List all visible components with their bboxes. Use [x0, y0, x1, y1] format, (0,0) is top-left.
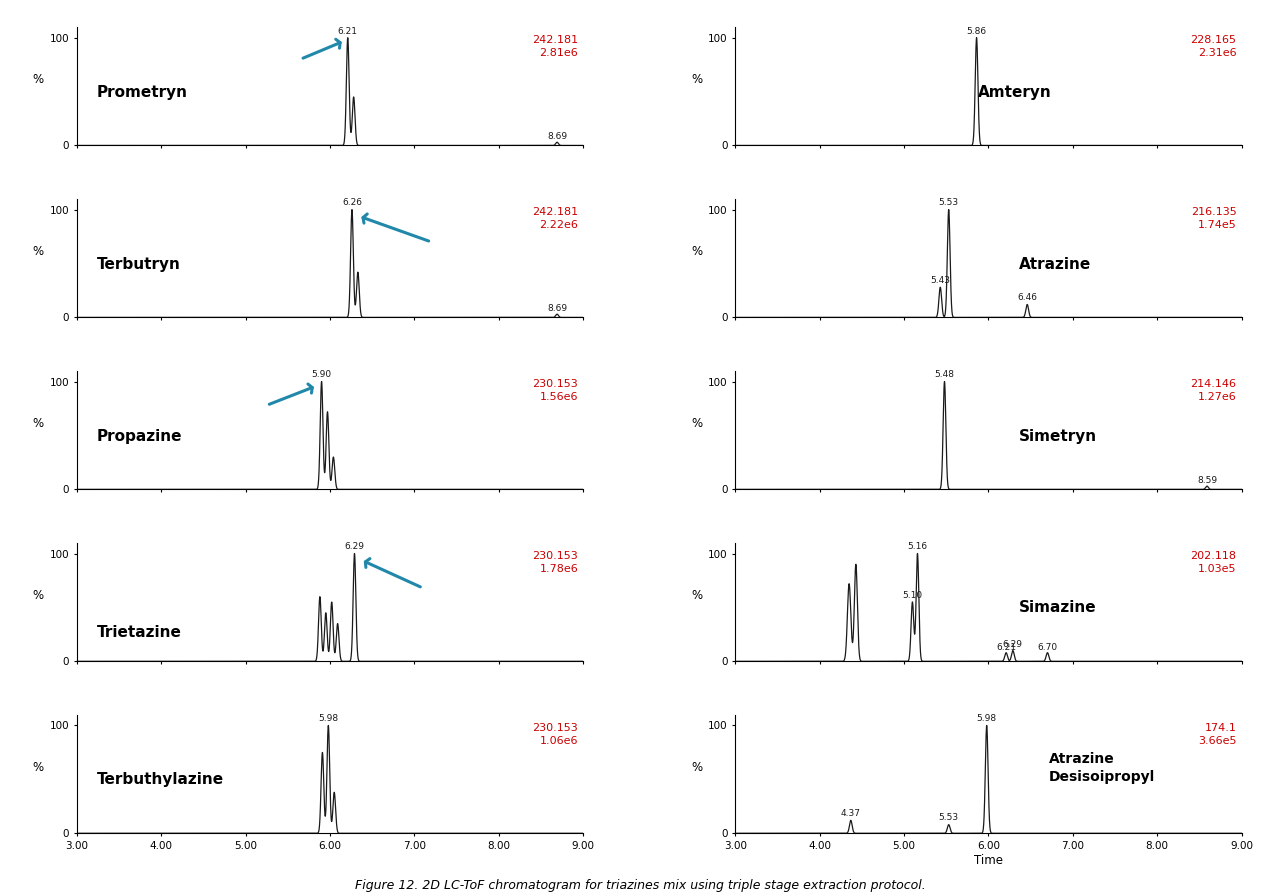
- Y-axis label: %: %: [33, 589, 44, 602]
- Text: 5.98: 5.98: [977, 714, 997, 723]
- Text: 242.181
2.81e6: 242.181 2.81e6: [532, 35, 579, 58]
- Text: Figure 12. 2D LC-ToF chromatogram for triazines mix using triple stage extractio: Figure 12. 2D LC-ToF chromatogram for tr…: [355, 878, 925, 892]
- Y-axis label: %: %: [33, 246, 44, 258]
- Text: 5.53: 5.53: [938, 814, 959, 823]
- Text: 6.26: 6.26: [342, 198, 362, 208]
- Y-axis label: %: %: [691, 417, 703, 430]
- Text: 6.21: 6.21: [338, 27, 357, 36]
- Text: 5.53: 5.53: [938, 198, 959, 208]
- Text: 6.29: 6.29: [1002, 641, 1023, 650]
- Y-axis label: %: %: [33, 73, 44, 86]
- Text: Terbuthylazine: Terbuthylazine: [97, 772, 224, 788]
- Text: Simazine: Simazine: [1019, 600, 1097, 616]
- Text: Propazine: Propazine: [97, 428, 183, 444]
- Text: 242.181
2.22e6: 242.181 2.22e6: [532, 207, 579, 230]
- Text: 5.43: 5.43: [931, 276, 950, 285]
- Text: 4.37: 4.37: [841, 809, 861, 818]
- Y-axis label: %: %: [33, 761, 44, 774]
- Text: 8.59: 8.59: [1197, 476, 1217, 485]
- Text: Prometryn: Prometryn: [97, 84, 188, 99]
- Text: Simetryn: Simetryn: [1019, 428, 1097, 444]
- Y-axis label: %: %: [691, 246, 703, 258]
- Text: 174.1
3.66e5: 174.1 3.66e5: [1198, 723, 1236, 746]
- Text: 230.153
1.06e6: 230.153 1.06e6: [532, 723, 579, 746]
- Text: 230.153
1.78e6: 230.153 1.78e6: [532, 551, 579, 574]
- Text: 216.135
1.74e5: 216.135 1.74e5: [1190, 207, 1236, 230]
- Y-axis label: %: %: [33, 417, 44, 430]
- Text: Amteryn: Amteryn: [978, 84, 1052, 99]
- Text: 6.46: 6.46: [1018, 293, 1037, 302]
- Y-axis label: %: %: [691, 589, 703, 602]
- Text: 5.98: 5.98: [319, 714, 338, 723]
- Y-axis label: %: %: [691, 761, 703, 774]
- Text: 5.16: 5.16: [908, 542, 928, 551]
- X-axis label: Time: Time: [974, 854, 1004, 866]
- Text: Trietazine: Trietazine: [97, 625, 182, 640]
- Text: 6.29: 6.29: [344, 542, 365, 551]
- Text: 230.153
1.56e6: 230.153 1.56e6: [532, 379, 579, 402]
- Text: 6.70: 6.70: [1037, 642, 1057, 651]
- Text: Atrazine
Desisoipropyl: Atrazine Desisoipropyl: [1050, 753, 1156, 784]
- Text: 5.90: 5.90: [311, 370, 332, 379]
- Text: 228.165
2.31e6: 228.165 2.31e6: [1190, 35, 1236, 58]
- Text: 8.69: 8.69: [547, 304, 567, 313]
- Text: 5.48: 5.48: [934, 370, 955, 379]
- Text: 8.69: 8.69: [547, 132, 567, 142]
- Text: Atrazine: Atrazine: [1019, 256, 1091, 271]
- Text: 5.86: 5.86: [966, 27, 987, 36]
- Text: 214.146
1.27e6: 214.146 1.27e6: [1190, 379, 1236, 402]
- Text: 5.10: 5.10: [902, 590, 923, 600]
- Text: 6.21: 6.21: [996, 642, 1016, 651]
- Y-axis label: %: %: [691, 73, 703, 86]
- Text: 202.118
1.03e5: 202.118 1.03e5: [1190, 551, 1236, 574]
- Text: Terbutryn: Terbutryn: [97, 256, 180, 271]
